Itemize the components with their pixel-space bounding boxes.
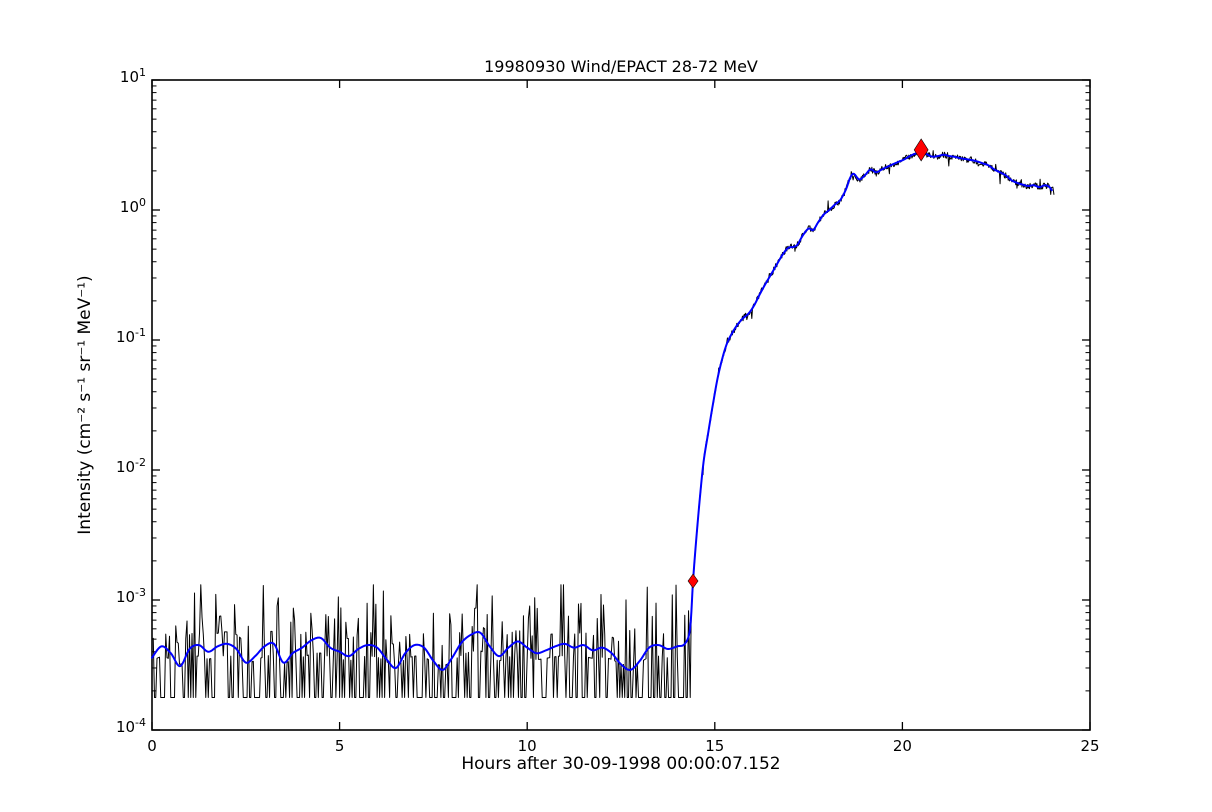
axis-ticks bbox=[151, 79, 1091, 731]
peak-marker-diamond bbox=[913, 138, 929, 162]
x-tick-label: 15 bbox=[705, 737, 725, 755]
chart-title: 19980930 Wind/EPACT 28-72 MeV bbox=[484, 57, 758, 76]
y-tick-label: 10-4 bbox=[115, 716, 146, 736]
x-tick-label: 0 bbox=[147, 737, 157, 755]
series-raw-noisy bbox=[151, 148, 1055, 698]
y-tick-label: 101 bbox=[119, 66, 146, 86]
y-tick-label: 10-1 bbox=[115, 326, 146, 346]
y-tick-label: 100 bbox=[119, 196, 146, 216]
x-tick-label: 20 bbox=[892, 737, 912, 755]
x-tick-label: 10 bbox=[517, 737, 537, 755]
x-axis-label: Hours after 30-09-1998 00:00:07.152 bbox=[461, 754, 781, 774]
y-tick-label: 10-2 bbox=[115, 456, 146, 476]
x-tick-label: 5 bbox=[334, 737, 345, 755]
plot-frame bbox=[151, 79, 1091, 731]
x-tick-label: 25 bbox=[1080, 737, 1100, 755]
y-tick-label: 10-3 bbox=[115, 586, 146, 606]
onset-marker-diamond bbox=[687, 573, 699, 589]
series-smoothed bbox=[151, 150, 1053, 671]
